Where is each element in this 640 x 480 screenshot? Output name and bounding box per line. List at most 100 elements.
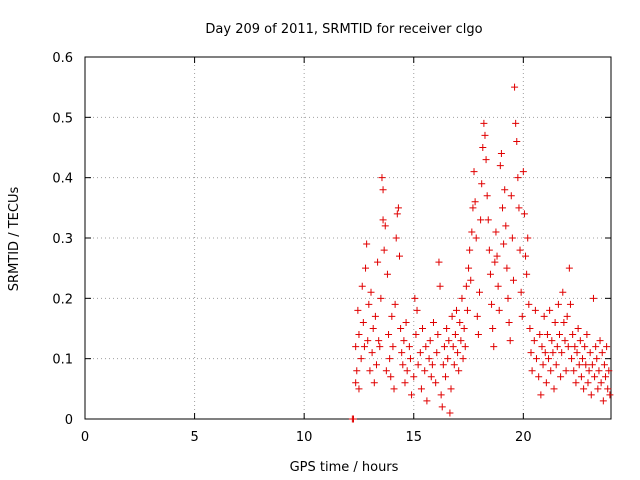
data-point [540, 312, 548, 320]
data-point [576, 337, 584, 345]
grid-lines [85, 57, 611, 419]
data-point [387, 373, 395, 381]
data-point [352, 343, 360, 351]
data-point [582, 361, 590, 369]
x-tick-label: 15 [405, 430, 422, 445]
data-point [394, 204, 402, 212]
data-point [522, 252, 530, 260]
data-point [569, 331, 577, 339]
data-point [354, 306, 362, 314]
x-axis-label: GPS time / hours [290, 460, 399, 475]
data-point [539, 361, 547, 369]
data-point [376, 343, 384, 351]
data-point [486, 270, 494, 278]
data-point [572, 379, 580, 387]
data-point [438, 403, 446, 411]
data-point [392, 234, 400, 242]
data-point [494, 282, 502, 290]
data-point [535, 373, 543, 381]
data-point [391, 300, 399, 308]
data-point [502, 222, 510, 230]
data-point [405, 343, 413, 351]
data-point [594, 385, 602, 393]
data-point [365, 300, 373, 308]
data-point [506, 337, 514, 345]
data-point [396, 252, 404, 260]
data-point [434, 331, 442, 339]
data-point [412, 331, 420, 339]
data-point [563, 312, 571, 320]
data-point [456, 318, 464, 326]
data-point [382, 367, 390, 375]
data-point [507, 192, 515, 200]
y-tick-label: 0.2 [52, 292, 73, 307]
data-point [366, 367, 374, 375]
x-tick-label: 5 [190, 430, 198, 445]
data-point [478, 180, 486, 188]
data-point [524, 234, 532, 242]
data-point [492, 228, 500, 236]
data-point [574, 325, 582, 332]
data-point [499, 204, 507, 212]
data-point [497, 150, 505, 158]
y-tick-label: 0.1 [52, 353, 73, 368]
data-point [401, 379, 409, 387]
data-point [423, 397, 431, 405]
data-point [432, 379, 440, 387]
y-tick-label: 0.3 [52, 232, 73, 247]
data-point [541, 349, 549, 357]
plot-frame [84, 56, 612, 420]
data-point [527, 349, 535, 357]
data-point [525, 300, 533, 308]
data-point [465, 264, 473, 272]
data-point [427, 373, 435, 381]
data-point [491, 258, 499, 266]
data-points [348, 83, 614, 423]
data-point [537, 391, 545, 399]
data-point [378, 174, 386, 182]
data-point [593, 355, 601, 363]
data-point [485, 246, 493, 254]
data-point [597, 379, 605, 387]
x-tick-label: 20 [515, 430, 532, 445]
data-point [414, 361, 422, 369]
data-point [474, 331, 482, 339]
data-point [457, 337, 465, 345]
data-point [592, 343, 600, 351]
data-point [385, 331, 393, 339]
data-point [519, 168, 527, 176]
data-point [512, 119, 520, 127]
data-point [595, 367, 603, 375]
data-point [463, 306, 471, 314]
data-point [606, 391, 614, 399]
data-point [359, 318, 367, 326]
data-point [451, 331, 459, 339]
data-point [531, 306, 539, 314]
x-tick-label: 0 [81, 430, 89, 445]
data-point [557, 373, 565, 381]
data-point [558, 349, 566, 357]
data-point [467, 276, 475, 284]
data-point [526, 325, 534, 332]
data-point [515, 204, 523, 212]
data-point [421, 367, 429, 375]
y-tick-label: 0.4 [52, 172, 73, 187]
x-axis: 0 5 10 15 20 [81, 57, 532, 445]
data-point [545, 355, 553, 363]
data-point [452, 306, 460, 314]
data-point [371, 312, 379, 320]
data-point [388, 312, 396, 320]
data-point [605, 367, 613, 375]
data-point [353, 367, 361, 375]
data-point [518, 312, 526, 320]
data-point [481, 131, 489, 139]
data-point [439, 361, 447, 369]
data-point [357, 355, 365, 363]
y-tick-label: 0.5 [52, 111, 73, 126]
data-point [543, 331, 551, 339]
data-point [530, 337, 538, 345]
data-point [585, 367, 593, 375]
data-point [546, 306, 554, 314]
data-point [377, 294, 385, 302]
data-point [493, 252, 501, 260]
